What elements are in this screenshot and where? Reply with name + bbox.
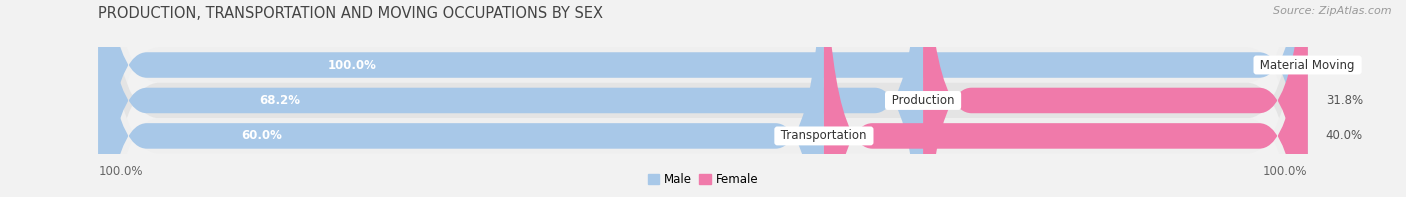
Text: Source: ZipAtlas.com: Source: ZipAtlas.com — [1274, 6, 1392, 16]
FancyBboxPatch shape — [98, 0, 824, 197]
Text: 100.0%: 100.0% — [1263, 165, 1308, 178]
FancyBboxPatch shape — [98, 0, 1308, 197]
FancyBboxPatch shape — [924, 0, 1308, 197]
Text: Material Moving: Material Moving — [1257, 59, 1358, 72]
FancyBboxPatch shape — [98, 0, 1308, 197]
FancyBboxPatch shape — [98, 0, 1308, 197]
Text: 31.8%: 31.8% — [1326, 94, 1362, 107]
Text: 100.0%: 100.0% — [98, 165, 143, 178]
Text: 60.0%: 60.0% — [240, 129, 283, 142]
FancyBboxPatch shape — [98, 0, 1308, 197]
FancyBboxPatch shape — [824, 0, 1308, 197]
Text: Transportation: Transportation — [778, 129, 870, 142]
Text: Production: Production — [889, 94, 959, 107]
FancyBboxPatch shape — [98, 0, 924, 197]
Text: 100.0%: 100.0% — [328, 59, 377, 72]
Text: 68.2%: 68.2% — [259, 94, 299, 107]
Text: 40.0%: 40.0% — [1326, 129, 1362, 142]
Legend: Male, Female: Male, Female — [643, 169, 763, 191]
Text: PRODUCTION, TRANSPORTATION AND MOVING OCCUPATIONS BY SEX: PRODUCTION, TRANSPORTATION AND MOVING OC… — [98, 6, 603, 21]
